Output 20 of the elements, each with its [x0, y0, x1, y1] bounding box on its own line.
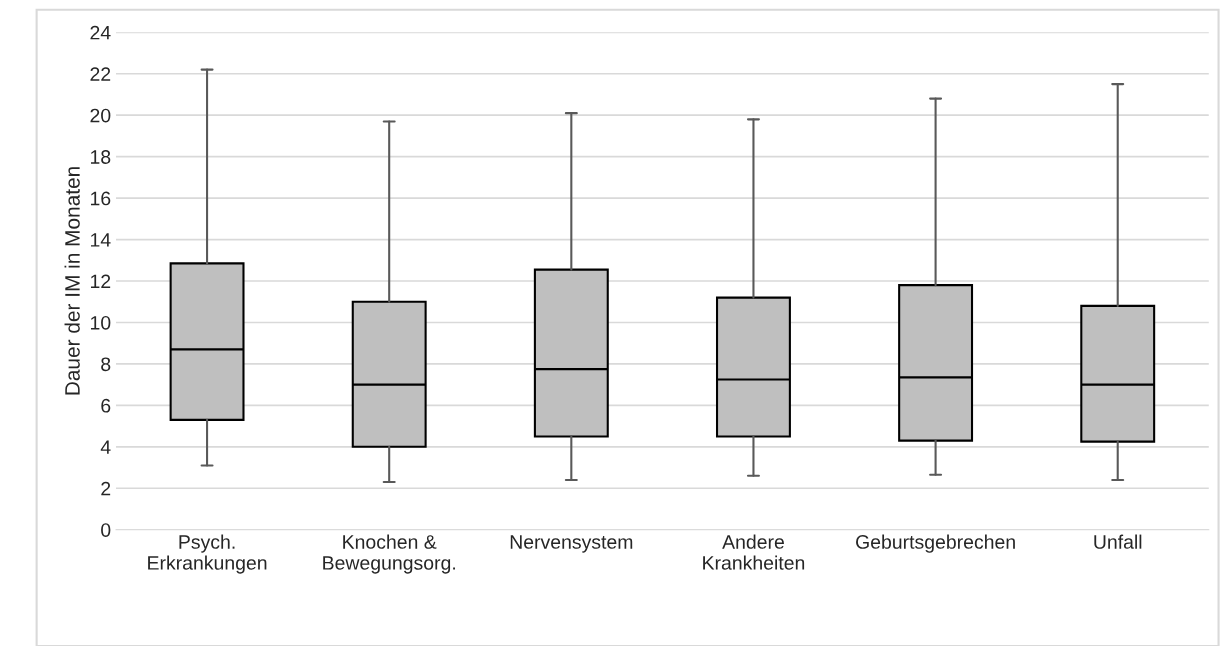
y-tick-label: 12 [90, 274, 111, 289]
y-tick-label: 6 [101, 398, 111, 413]
y-tick-label: 18 [90, 150, 111, 164]
y-tick-label: 4 [100, 440, 111, 454]
y-tick-label: 0 [101, 523, 111, 537]
x-tick-label: Psych. Erkrankungen [148, 534, 267, 574]
y-tick-label: 14 [90, 233, 111, 247]
x-tick-label: Knochen & Bewegungsorg. [323, 534, 455, 574]
x-tick-label: Geburtsgebrechen [856, 534, 1015, 553]
y-tick-label: 10 [90, 315, 111, 330]
y-tick-label: 2 [101, 481, 111, 496]
y-tick-label: 20 [90, 108, 111, 123]
x-tick-label: Andere Krankheiten [703, 534, 805, 570]
y-tick-label: 16 [90, 191, 111, 206]
y-tick-label: 24 [90, 25, 111, 40]
x-tick-label: Unfall [1094, 534, 1142, 549]
y-axis-title: Dauer der IM in Monaten [64, 167, 80, 395]
y-tick-label: 8 [101, 357, 111, 372]
y-tick-label: 22 [90, 67, 111, 81]
x-tick-label: Nervensystem [510, 535, 633, 553]
